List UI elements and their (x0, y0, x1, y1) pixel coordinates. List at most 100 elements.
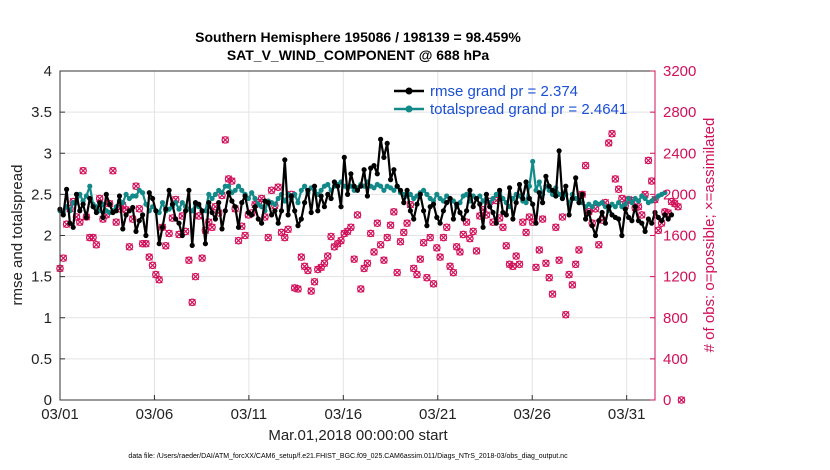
rmse-point (616, 216, 622, 222)
obs-count-point (320, 259, 329, 268)
obs-count-point (512, 252, 520, 260)
rmse-point (483, 191, 489, 197)
obs-count-point (509, 262, 517, 271)
totalspread-point (295, 200, 301, 206)
rmse-point (249, 212, 255, 218)
chart-subtitle: SAT_V_WIND_COMPONENT @ 688 hPa (227, 47, 490, 63)
rmse-point (163, 206, 169, 212)
obs-count-point (353, 211, 362, 219)
obs-count-point (399, 228, 408, 237)
y2-tick-label: 400 (663, 351, 688, 368)
rmse-point (252, 204, 258, 210)
totalspread-point (371, 185, 377, 191)
y2-tick-label: 3200 (663, 63, 696, 80)
obs-count-point (396, 237, 405, 246)
obs-count-point (515, 260, 524, 269)
obs-count-point (386, 221, 395, 230)
totalspread-point (298, 187, 304, 193)
rmse-point (583, 216, 589, 222)
rmse-point (331, 179, 337, 185)
obs-count-point (310, 277, 319, 286)
rmse-point (364, 193, 370, 199)
rmse-point (288, 193, 294, 199)
rmse-point (126, 208, 132, 214)
rmse-point (497, 187, 503, 193)
totalspread-point (407, 191, 413, 197)
totalspread-point (209, 195, 215, 202)
obs-count-point (294, 285, 302, 293)
totalspread-point (219, 190, 225, 196)
obs-count-point (439, 233, 448, 242)
rmse-point (576, 200, 582, 206)
rmse-point (302, 200, 308, 206)
rmse-point (133, 228, 139, 234)
x-tick-label: 03/06 (136, 406, 174, 423)
rmse-point (60, 212, 66, 218)
totalspread-point (325, 181, 331, 188)
rmse-point (226, 190, 232, 196)
totalspread-point (642, 195, 648, 202)
totalspread-point (302, 183, 308, 189)
obs-count-point (469, 227, 477, 236)
obs-count-point (79, 166, 87, 175)
rmse-point (371, 163, 377, 169)
rmse-point (219, 226, 225, 232)
rmse-point (421, 208, 427, 214)
legend-rmse-label: rmse grand pr = 2.374 (430, 83, 578, 100)
rmse-point (464, 208, 470, 214)
x-tick-label: 03/26 (513, 406, 551, 423)
obs-count-point (350, 255, 358, 263)
rmse-point (113, 208, 119, 214)
rmse-point (599, 209, 605, 216)
rmse-point (556, 148, 562, 154)
obs-count-point (327, 232, 335, 241)
obs-count-point (644, 156, 653, 165)
obs-count-point (148, 261, 157, 270)
rmse-point (397, 187, 404, 193)
rmse-point (391, 167, 397, 173)
obs-count-point (370, 248, 378, 256)
obs-count-point (297, 253, 306, 261)
obs-count-point (674, 202, 682, 211)
rmse-point (473, 195, 480, 202)
x-tick-label: 03/01 (41, 406, 79, 423)
obs-count-point (165, 229, 173, 238)
totalspread-point (212, 191, 218, 197)
totalspread-point (626, 195, 632, 202)
rmse-point (659, 218, 665, 224)
rmse-point (166, 187, 172, 193)
rmse-point (212, 216, 218, 222)
totalspread-point (235, 183, 242, 189)
rmse-point (143, 232, 149, 239)
y-axis-right: 0 400 800 1200 1600 2000 2400 2800 3200 (650, 63, 696, 409)
y-tick-label: 4 (44, 63, 52, 80)
rmse-point (341, 154, 347, 160)
totalspread-point (391, 187, 397, 193)
rmse-point (298, 216, 304, 222)
rmse-point (549, 187, 556, 193)
rmse-point (67, 220, 73, 226)
rmse-point (186, 187, 192, 193)
obs-count-point (208, 223, 216, 232)
totalspread-point (612, 204, 618, 210)
obs-count-point (595, 240, 603, 249)
rmse-point (222, 208, 228, 214)
y2-tick-label: 2000 (663, 186, 696, 203)
rmse-point (209, 209, 215, 216)
rmse-point (305, 187, 311, 193)
rmse-point (639, 220, 645, 226)
rmse-point (520, 195, 526, 202)
obs-count-point (449, 268, 458, 277)
obs-count-point (608, 129, 616, 138)
y2-tick-label: 2800 (663, 104, 696, 121)
obs-count-point (366, 229, 375, 238)
obs-count-point (323, 252, 332, 260)
rmse-point (202, 241, 208, 247)
rmse-point (470, 204, 476, 210)
rmse-point (130, 204, 136, 211)
rmse-point (70, 224, 76, 230)
obs-count-point (611, 175, 620, 183)
rmse-point (315, 208, 321, 214)
totalspread-point (381, 187, 387, 193)
